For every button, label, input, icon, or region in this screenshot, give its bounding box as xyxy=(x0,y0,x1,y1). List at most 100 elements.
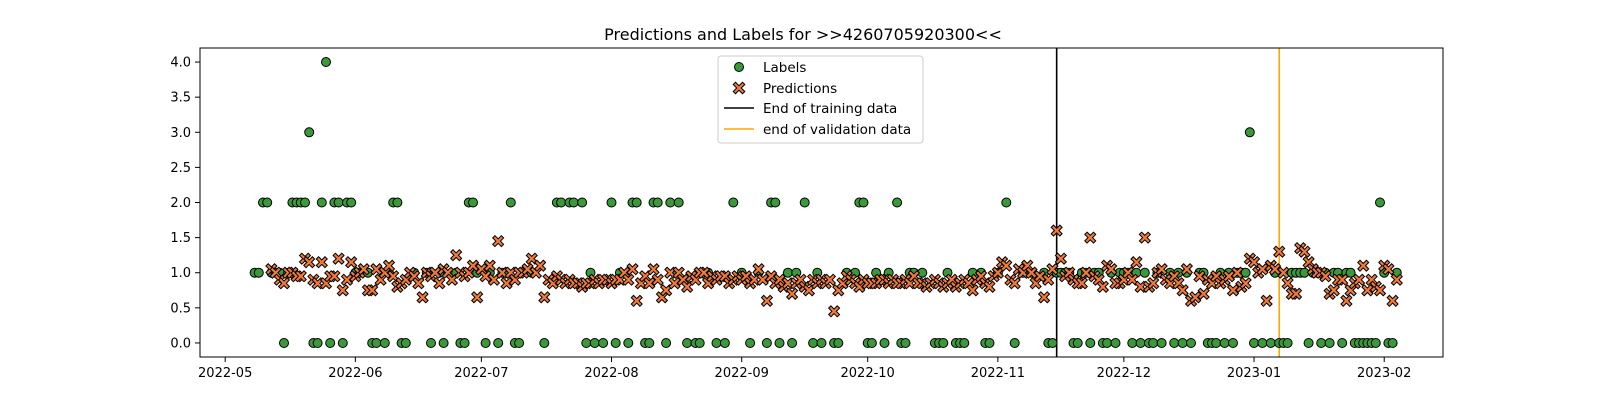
label-point xyxy=(279,338,289,348)
label-point xyxy=(959,338,970,348)
x-tick-label: 2022-11 xyxy=(971,366,1025,381)
prediction-point xyxy=(303,256,316,269)
prediction-point xyxy=(294,270,307,283)
prediction-point xyxy=(416,291,429,304)
label-point xyxy=(581,338,592,348)
prediction-point xyxy=(1319,270,1332,283)
prediction-point xyxy=(336,284,349,297)
predictions-series xyxy=(265,224,1403,318)
prediction-point xyxy=(1155,263,1168,276)
label-point xyxy=(1257,338,1268,348)
prediction-point xyxy=(1105,263,1118,276)
label-point xyxy=(1177,338,1188,348)
prediction-point xyxy=(1193,270,1206,283)
prediction-point xyxy=(966,284,979,297)
label-point xyxy=(325,338,336,348)
prediction-point xyxy=(1222,270,1235,283)
prediction-point xyxy=(659,284,673,297)
label-point xyxy=(711,338,722,348)
label-point xyxy=(262,197,273,208)
label-point xyxy=(1009,338,1020,348)
label-point xyxy=(644,338,655,348)
label-point xyxy=(673,197,684,208)
prediction-point xyxy=(1046,263,1059,276)
prediction-point xyxy=(1130,256,1143,269)
prediction-point xyxy=(428,266,442,279)
y-tick-label: 1.0 xyxy=(170,266,191,281)
prediction-point xyxy=(1126,273,1139,286)
label-point xyxy=(1240,267,1251,278)
label-point xyxy=(858,197,869,208)
label-point xyxy=(623,338,634,348)
prediction-point xyxy=(1054,252,1068,265)
prediction-point xyxy=(1260,294,1273,307)
prediction-point xyxy=(487,273,501,286)
label-point xyxy=(333,197,344,208)
label-point xyxy=(661,338,672,348)
label-point xyxy=(539,338,550,348)
prediction-point xyxy=(386,270,400,283)
prediction-point xyxy=(1340,294,1353,307)
label-point xyxy=(879,338,890,348)
prediction-point xyxy=(1256,263,1269,276)
prediction-point xyxy=(500,277,513,290)
prediction-point xyxy=(538,291,551,304)
label-point xyxy=(1127,338,1138,348)
label-point xyxy=(1370,338,1381,348)
prediction-point xyxy=(277,277,291,290)
label-point xyxy=(610,338,621,348)
label-point xyxy=(1244,127,1255,138)
prediction-point xyxy=(643,277,656,290)
y-tick-label: 3.0 xyxy=(170,126,191,141)
label-point xyxy=(816,338,827,348)
label-point xyxy=(1316,338,1327,348)
label-point xyxy=(1148,338,1159,348)
x-tick-label: 2022-07 xyxy=(454,366,508,381)
label-point xyxy=(438,338,449,348)
prediction-point xyxy=(697,266,711,279)
prediction-point xyxy=(1357,259,1370,272)
prediction-point xyxy=(328,270,341,283)
label-point xyxy=(371,338,382,348)
prediction-point xyxy=(1247,256,1261,269)
prediction-point xyxy=(1352,273,1366,286)
prediction-point xyxy=(1025,266,1038,279)
label-point xyxy=(866,338,877,348)
label-point xyxy=(1135,338,1146,348)
label-point xyxy=(1219,338,1230,348)
label-point xyxy=(787,338,798,348)
label-point xyxy=(1139,267,1150,278)
label-point xyxy=(316,197,327,208)
prediction-point xyxy=(991,266,1005,279)
label-point xyxy=(459,338,470,348)
label-point xyxy=(1337,338,1348,348)
label-point xyxy=(719,338,730,348)
label-point xyxy=(745,338,756,348)
prediction-point xyxy=(1050,224,1063,237)
prediction-point xyxy=(1096,280,1110,293)
prediction-point xyxy=(1289,287,1303,300)
label-point xyxy=(665,197,676,208)
prediction-point xyxy=(533,259,547,272)
label-point xyxy=(426,338,436,348)
label-point xyxy=(304,127,315,138)
legend-validation-text: end of validation data xyxy=(763,122,911,138)
legend-labels-marker xyxy=(734,62,744,72)
x-tick-label: 2022-09 xyxy=(715,366,769,381)
label-point xyxy=(400,338,411,348)
prediction-point xyxy=(1075,277,1089,290)
prediction-point xyxy=(470,291,484,304)
prediction-point xyxy=(1231,266,1244,279)
label-point xyxy=(468,197,478,208)
prediction-point xyxy=(370,263,383,276)
prediction-point xyxy=(1390,273,1403,286)
label-point xyxy=(1375,197,1385,208)
prediction-point xyxy=(1226,284,1240,297)
prediction-point xyxy=(1147,277,1160,290)
label-point xyxy=(682,338,693,348)
prediction-point xyxy=(756,273,769,286)
x-axis: 2022-05 2022-06 2022-07 2022-08 2022-09 2022-… xyxy=(198,357,1411,381)
label-point xyxy=(938,338,949,348)
label-point xyxy=(1324,338,1335,348)
